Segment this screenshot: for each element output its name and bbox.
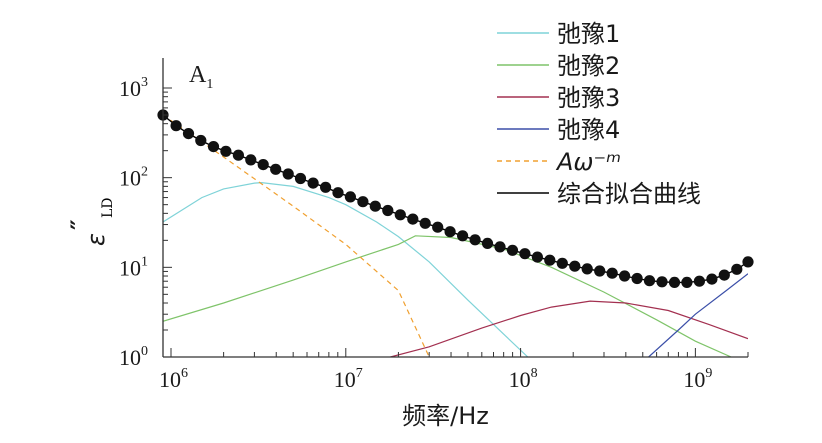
data-point <box>656 276 668 288</box>
y-tick-label: 101 <box>119 254 148 280</box>
series-layer <box>163 114 748 357</box>
legend: 弛豫1 弛豫2 弛豫3 弛豫4 Aω⁻ᵐ 综合拟合曲线 <box>497 20 701 208</box>
data-point <box>643 275 656 287</box>
data-point <box>594 265 606 277</box>
data-point <box>481 237 494 249</box>
y-tick-label: 103 <box>119 75 148 101</box>
x-tick-label: 106 <box>159 366 188 392</box>
data-point <box>619 270 631 282</box>
data-point <box>195 134 207 147</box>
x-tick-label: 109 <box>683 366 712 392</box>
x-tick-label: 108 <box>509 366 538 392</box>
data-point <box>706 273 718 285</box>
legend-label-5: Aω⁻ᵐ <box>555 148 621 176</box>
data-point <box>494 241 506 253</box>
series-line-4 <box>648 273 748 357</box>
y-axis-label: ε ″ LD <box>66 197 116 246</box>
data-point <box>270 163 282 175</box>
data-point <box>606 267 618 279</box>
y-axis-label-prime: ″ <box>66 219 94 230</box>
data-point <box>742 256 754 268</box>
data-point <box>506 244 519 256</box>
data-point <box>469 234 481 246</box>
data-point <box>556 257 568 269</box>
series-line-5 <box>163 114 430 357</box>
y-axis-label-symbol: ε <box>82 233 110 246</box>
data-point <box>531 251 544 263</box>
data-point <box>457 230 469 242</box>
data-point <box>357 196 369 208</box>
legend-label-2: 弛豫2 <box>557 52 620 80</box>
data-point <box>245 154 257 166</box>
data-point <box>519 248 531 260</box>
legend-label-1: 弛豫1 <box>557 20 620 48</box>
data-point <box>718 269 730 281</box>
x-tick-label: 107 <box>334 366 363 392</box>
legend-label-3: 弛豫3 <box>557 84 620 112</box>
y-tick-label: 100 <box>119 344 148 370</box>
data-point <box>232 149 244 161</box>
data-point <box>207 141 220 153</box>
data-point <box>668 276 681 288</box>
axes-layer: 106 107 108 109 100 101 102 103 <box>119 58 749 392</box>
data-point <box>320 181 332 193</box>
data-point <box>332 187 344 199</box>
data-point <box>282 168 294 180</box>
data-point <box>444 226 456 238</box>
data-point <box>581 263 593 275</box>
data-point <box>681 276 693 288</box>
y-tick-label: 102 <box>119 165 148 191</box>
data-point <box>394 209 406 221</box>
x-axis-label: 频率/Hz <box>402 402 489 430</box>
data-point <box>170 120 182 132</box>
y-axis-label-subscript: LD <box>100 197 116 218</box>
data-point <box>307 177 319 189</box>
data-point <box>569 260 581 272</box>
data-point <box>419 217 431 229</box>
legend-label-4: 弛豫4 <box>557 116 620 144</box>
data-point <box>182 128 195 140</box>
data-point <box>544 254 556 266</box>
data-point <box>382 204 394 217</box>
legend-label-6: 综合拟合曲线 <box>557 180 701 208</box>
points-layer <box>157 109 754 288</box>
series-line-2 <box>163 235 732 357</box>
annotation-a1: A1 <box>189 62 213 92</box>
data-point <box>407 213 419 225</box>
series-line-1 <box>163 181 529 357</box>
data-point <box>693 275 706 287</box>
series-line-3 <box>390 300 748 357</box>
data-point <box>257 159 269 171</box>
data-point <box>731 263 743 275</box>
data-point <box>294 172 307 185</box>
data-point <box>369 200 381 212</box>
data-point <box>220 145 232 157</box>
data-point <box>631 272 643 285</box>
data-point <box>432 221 444 233</box>
data-point <box>344 191 356 203</box>
